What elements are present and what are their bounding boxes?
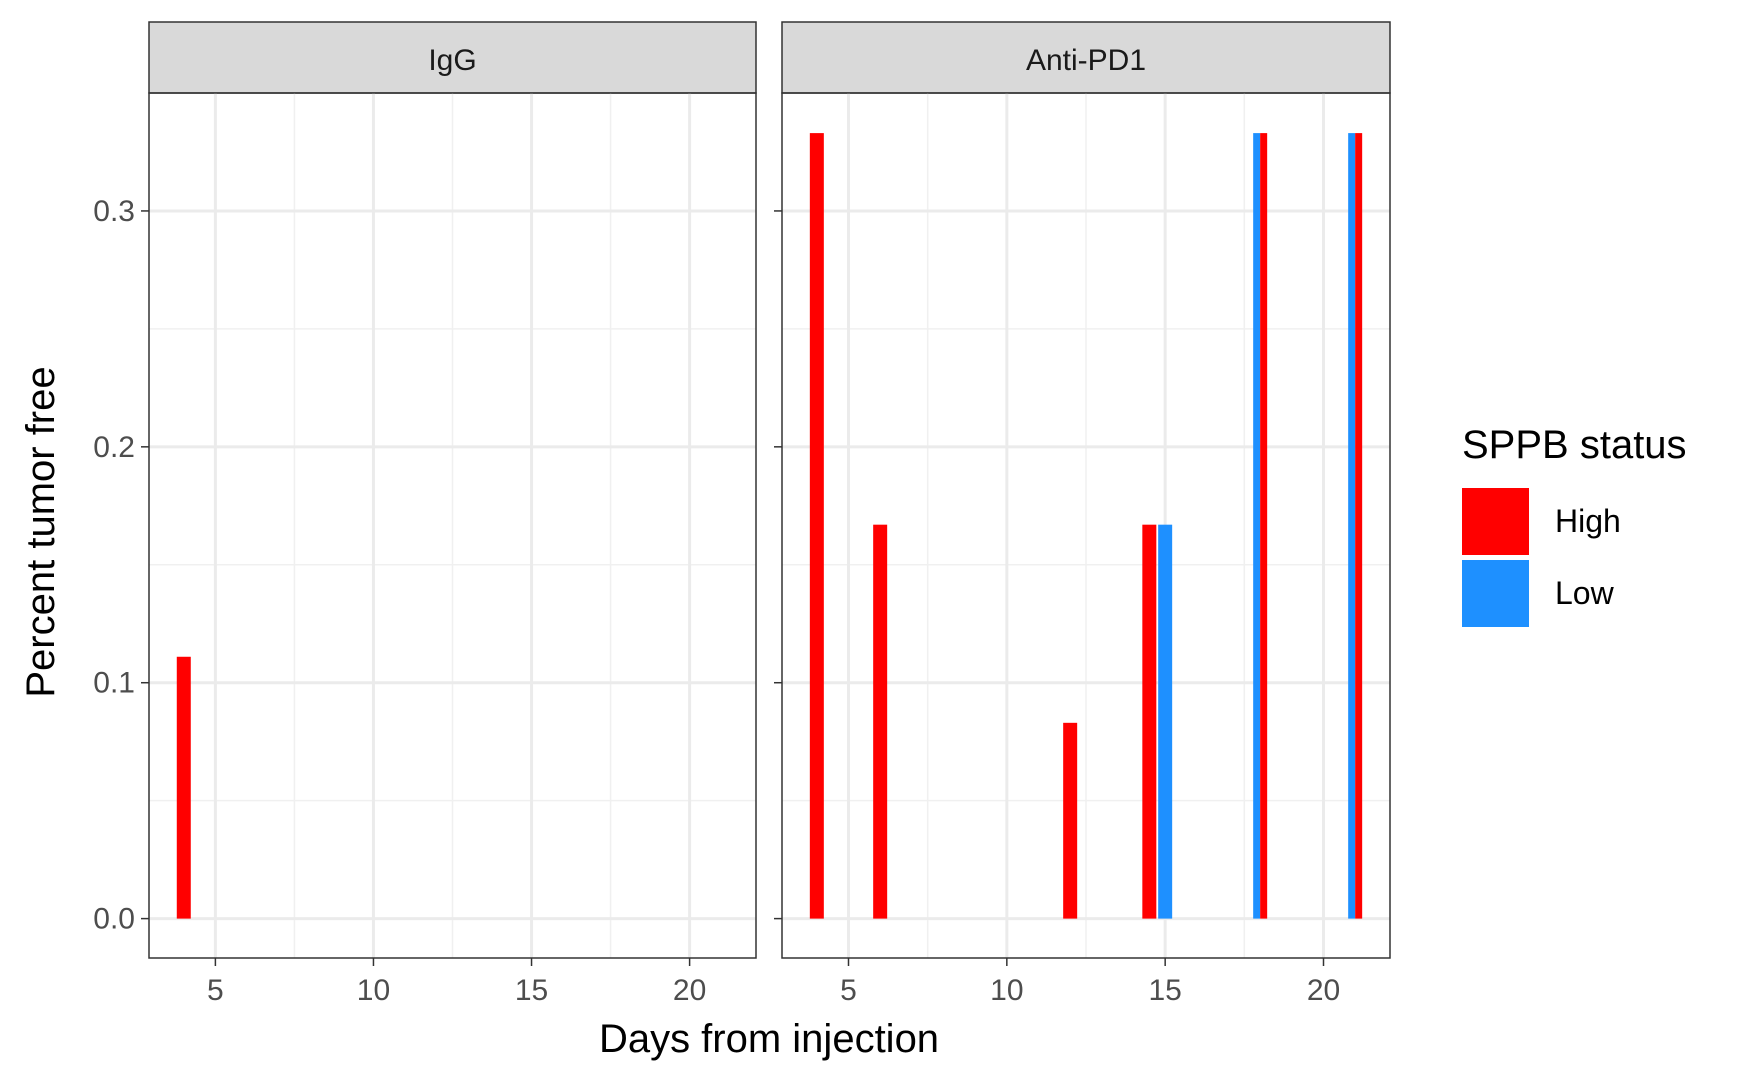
x-tick-label: 15: [515, 974, 548, 1007]
facet-strip-label: Anti-PD1: [1026, 44, 1146, 77]
bar-low-day-21: [1348, 133, 1356, 919]
legend-label-low: Low: [1555, 575, 1615, 611]
bar-high-day-21: [1355, 133, 1363, 919]
bar-high-day-14-5: [1142, 524, 1157, 919]
legend-title: SPPB status: [1462, 423, 1687, 467]
legend-label-high: High: [1555, 503, 1621, 539]
facet-panel-anti-pd1: Anti-PD1 5 10 15 20: [781, 21, 1391, 1007]
y-tick-label: 0.3: [93, 195, 135, 228]
bar-high-day-4: [176, 656, 191, 919]
legend-key-high: [1462, 488, 1529, 555]
bar-high-day-18: [1260, 133, 1268, 919]
facet-panel-igg: IgG 5 10 15 20: [148, 21, 757, 1007]
bar-low-day-18: [1253, 133, 1261, 919]
facet-panels: IgG 5 10 15 20 Anti-PD1 5 10 15 20: [148, 21, 1391, 1007]
facet-strip-label: IgG: [428, 44, 476, 77]
legend-key-low: [1462, 560, 1529, 627]
panel-border: [148, 92, 757, 959]
y-tick-label: 0.1: [93, 667, 135, 700]
bar-high-day-4: [809, 133, 824, 919]
x-axis-title: Days from injection: [599, 1017, 939, 1061]
x-tick-label: 5: [840, 974, 857, 1007]
legend: SPPB status High Low: [1462, 423, 1687, 627]
x-tick-label: 20: [1307, 974, 1340, 1007]
y-axis-title: Percent tumor free: [19, 366, 63, 697]
x-tick-label: 10: [357, 974, 390, 1007]
x-tick-label: 15: [1148, 974, 1181, 1007]
x-tick-label: 5: [207, 974, 224, 1007]
x-tick-label: 10: [990, 974, 1023, 1007]
x-tick-label: 20: [673, 974, 706, 1007]
panel-border: [781, 92, 1391, 959]
y-tick-label: 0.0: [93, 903, 135, 936]
y-axis: 0.0 0.1 0.2 0.3: [93, 195, 782, 936]
bar-low-day-15: [1158, 524, 1173, 919]
facet-strip: [148, 21, 757, 94]
facet-strip: [781, 21, 1391, 94]
bar-high-day-6: [873, 524, 888, 919]
y-tick-label: 0.2: [93, 431, 135, 464]
bar-high-day-12: [1063, 722, 1078, 919]
